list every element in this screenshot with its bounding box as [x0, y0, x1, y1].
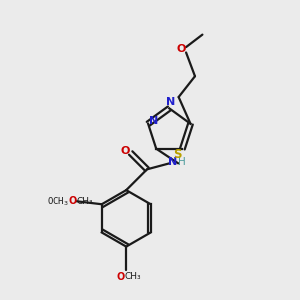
Text: OCH$_3$: OCH$_3$: [47, 195, 69, 208]
Text: S: S: [173, 148, 181, 160]
Text: CH₃: CH₃: [125, 272, 141, 281]
Text: N: N: [166, 98, 176, 107]
Text: O: O: [177, 44, 186, 55]
Text: N: N: [149, 116, 159, 126]
Text: O: O: [116, 272, 125, 282]
Text: H: H: [178, 158, 186, 167]
Text: O: O: [68, 196, 76, 206]
Text: N: N: [168, 158, 178, 167]
Text: O: O: [121, 146, 130, 157]
Text: CH₃: CH₃: [76, 197, 93, 206]
